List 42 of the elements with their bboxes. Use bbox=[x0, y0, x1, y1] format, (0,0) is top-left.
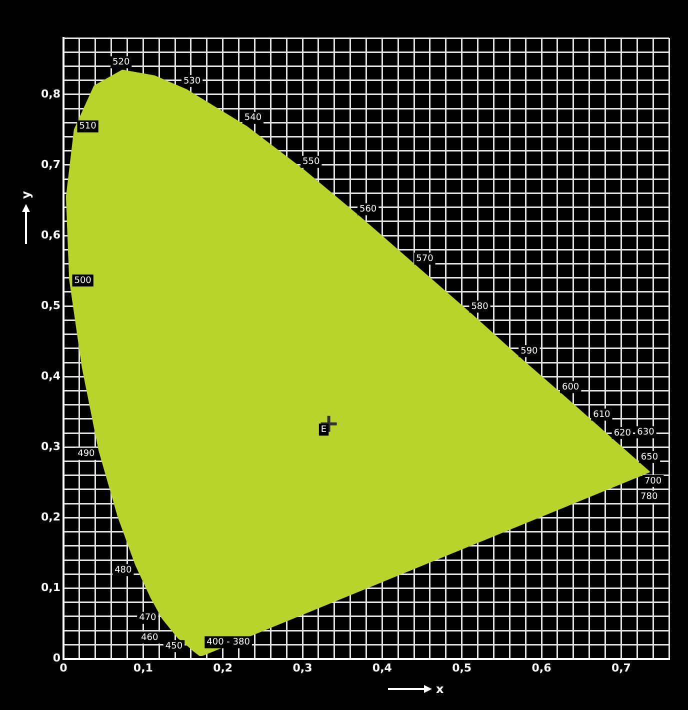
y-tick-label: 0,2 bbox=[40, 510, 60, 524]
annotation: 550 bbox=[302, 157, 320, 168]
y-tick-label: 0,8 bbox=[40, 87, 60, 100]
annotation: 560 bbox=[359, 204, 377, 215]
y-tick-label: 0,6 bbox=[40, 228, 61, 242]
y-tick-label: 0,1 bbox=[40, 581, 60, 594]
x-tick-label: 0,3 bbox=[292, 661, 312, 674]
annotation: 610 bbox=[593, 410, 611, 420]
annotation: 500 bbox=[74, 276, 92, 286]
annotation: 450 bbox=[165, 641, 183, 652]
y-tick-label: 0,5 bbox=[40, 298, 60, 312]
x-tick-label: 0,7 bbox=[611, 661, 631, 674]
x-axis-title: x bbox=[436, 682, 444, 696]
annotation: 700 bbox=[644, 476, 662, 486]
y-tick-label: 0,4 bbox=[40, 369, 61, 382]
annotation: 520 bbox=[112, 58, 130, 68]
x-tick-label: 0,6 bbox=[532, 661, 552, 674]
annotation: 780 bbox=[640, 492, 658, 502]
x-tick-label: 0,5 bbox=[452, 661, 472, 674]
annotation: 510 bbox=[79, 122, 97, 132]
annotation: 480 bbox=[114, 566, 132, 576]
y-tick-label: 0,7 bbox=[40, 158, 60, 171]
annotation: E bbox=[320, 424, 327, 435]
annotation: 460 bbox=[141, 632, 158, 643]
annotation: 650 bbox=[640, 452, 658, 462]
x-tick-label: 0,1 bbox=[133, 661, 153, 674]
annotation: 530 bbox=[183, 76, 201, 86]
annotation: 490 bbox=[78, 449, 96, 460]
annotation: 540 bbox=[244, 113, 262, 124]
annotation: 400 - 380 bbox=[206, 638, 250, 648]
y-axis-title: y bbox=[19, 190, 33, 201]
y-tick-label: 0 bbox=[52, 652, 61, 665]
annotation: 570 bbox=[416, 254, 434, 264]
annotation: 620 bbox=[614, 428, 632, 438]
y-tick-label: 0,3 bbox=[40, 440, 60, 454]
x-tick-label: 0,4 bbox=[372, 661, 392, 674]
annotation: 580 bbox=[471, 302, 489, 312]
annotation: 600 bbox=[562, 382, 580, 392]
annotation: 470 bbox=[139, 613, 157, 624]
x-tick-label: 0,2 bbox=[213, 661, 233, 674]
annotation: 590 bbox=[520, 346, 538, 356]
annotation: 630 bbox=[637, 428, 655, 438]
